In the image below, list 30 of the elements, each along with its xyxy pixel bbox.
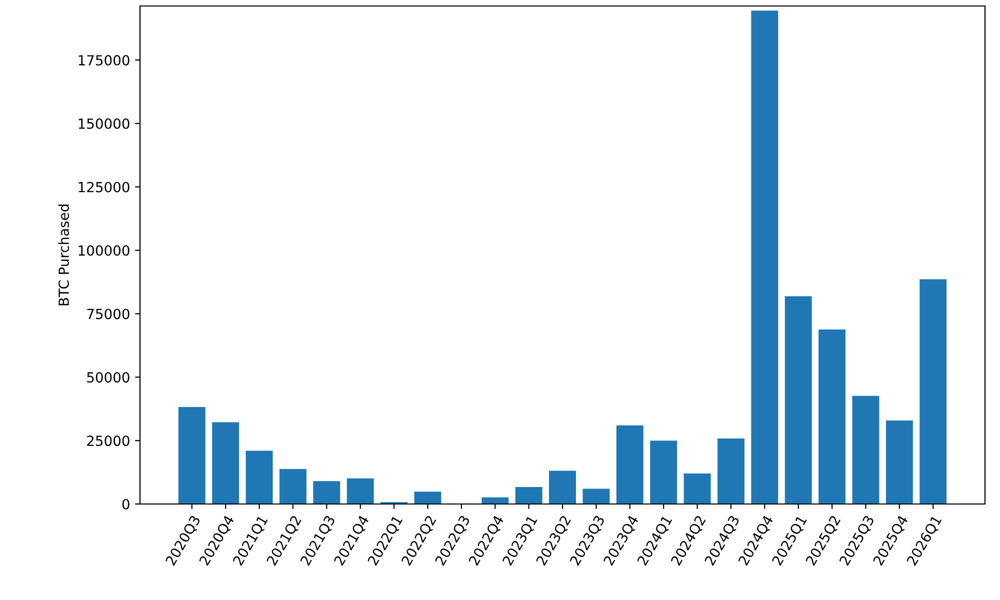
bar [212,422,240,504]
bar [582,488,610,504]
bar [784,296,812,504]
bar [515,487,542,504]
bar [313,481,340,504]
bar [818,329,846,504]
y-tick-label: 50000 [87,372,130,383]
y-tick-label: 0 [122,498,130,510]
bar [717,438,744,504]
bar [920,279,947,504]
bar [650,440,678,504]
y-tick-label: 100000 [78,245,130,256]
bar [346,478,374,504]
y-axis-title: BTC Purchased [58,204,70,306]
bar [279,468,306,504]
bar [482,497,509,504]
bar [414,492,442,504]
bar [751,10,778,504]
bar [616,425,644,504]
bar [886,420,913,504]
y-tick-label: 125000 [78,182,130,192]
bar [684,474,711,504]
y-tick-label: 25000 [87,436,130,446]
y-tick-label: 175000 [78,55,130,66]
y-tick-label: 75000 [87,308,130,320]
bar [549,470,576,504]
y-tick-label: 150000 [78,118,130,129]
bar [178,406,206,504]
bar [246,450,273,504]
bar [852,396,880,504]
